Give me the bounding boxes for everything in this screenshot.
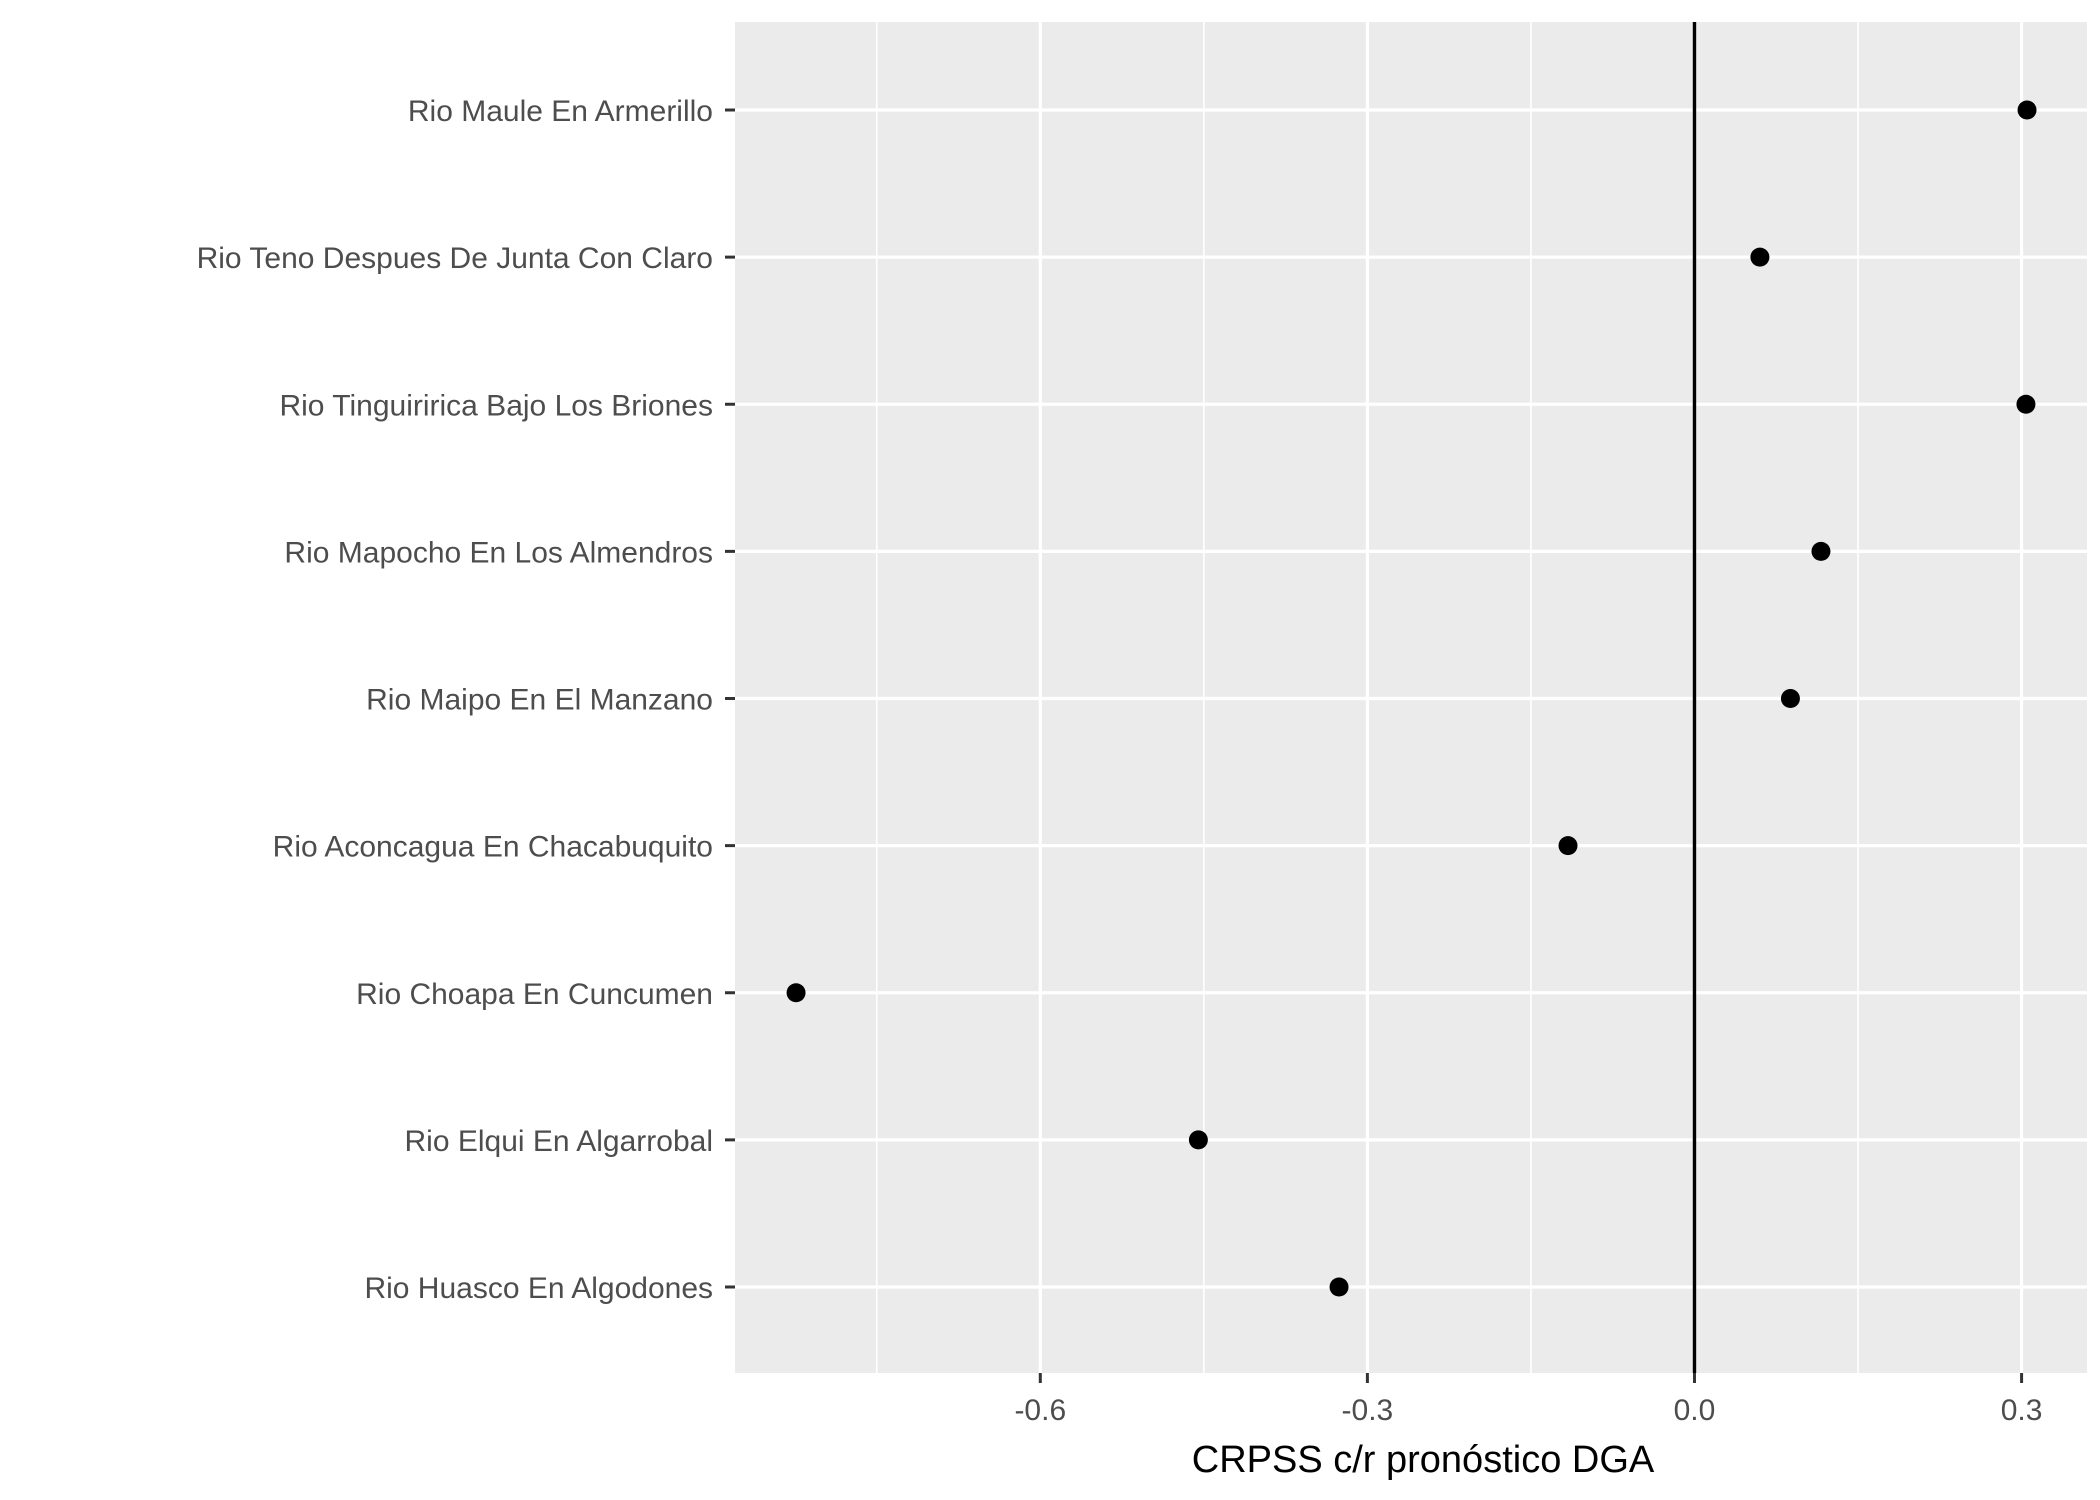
data-point — [1811, 541, 1831, 561]
y-tick-label: Rio Maule En Armerillo — [408, 95, 713, 128]
y-tick-label: Rio Tinguiririca Bajo Los Briones — [279, 389, 713, 422]
x-tick-label: 0.3 — [2001, 1394, 2043, 1427]
y-tick-label: Rio Choapa En Cuncumen — [356, 978, 713, 1011]
points-layer — [786, 100, 2037, 1297]
data-point — [1329, 1277, 1349, 1297]
y-tick-label: Rio Aconcagua En Chacabuquito — [273, 831, 713, 864]
data-point — [1780, 689, 1800, 708]
y-axis: Rio Maule En Armerillo Rio Teno Despues D… — [197, 95, 735, 1305]
y-tick-label: Rio Mapocho En Los Almendros — [284, 536, 713, 569]
x-axis-title: CRPSS c/r pronóstico DGA — [1192, 1439, 1655, 1481]
y-tick-label: Rio Elqui En Algarrobal — [404, 1125, 713, 1158]
y-tick-label: Rio Teno Despues De Junta Con Claro — [197, 242, 713, 275]
x-axis: -0.6 -0.3 0.0 0.3 — [1014, 1373, 2042, 1427]
grid-layer — [735, 22, 2087, 1373]
data-point — [2017, 100, 2037, 120]
data-point — [1750, 247, 1770, 267]
x-tick-label: -0.6 — [1014, 1394, 1066, 1427]
y-tick-label: Rio Maipo En El Manzano — [366, 684, 713, 717]
data-point — [786, 983, 806, 1003]
data-point — [2016, 394, 2036, 414]
data-point — [1188, 1130, 1208, 1150]
y-tick-label: Rio Huasco En Algodones — [364, 1272, 713, 1305]
x-tick-label: 0.0 — [1674, 1394, 1716, 1427]
data-point — [1558, 836, 1578, 856]
x-tick-label: -0.3 — [1342, 1394, 1394, 1427]
